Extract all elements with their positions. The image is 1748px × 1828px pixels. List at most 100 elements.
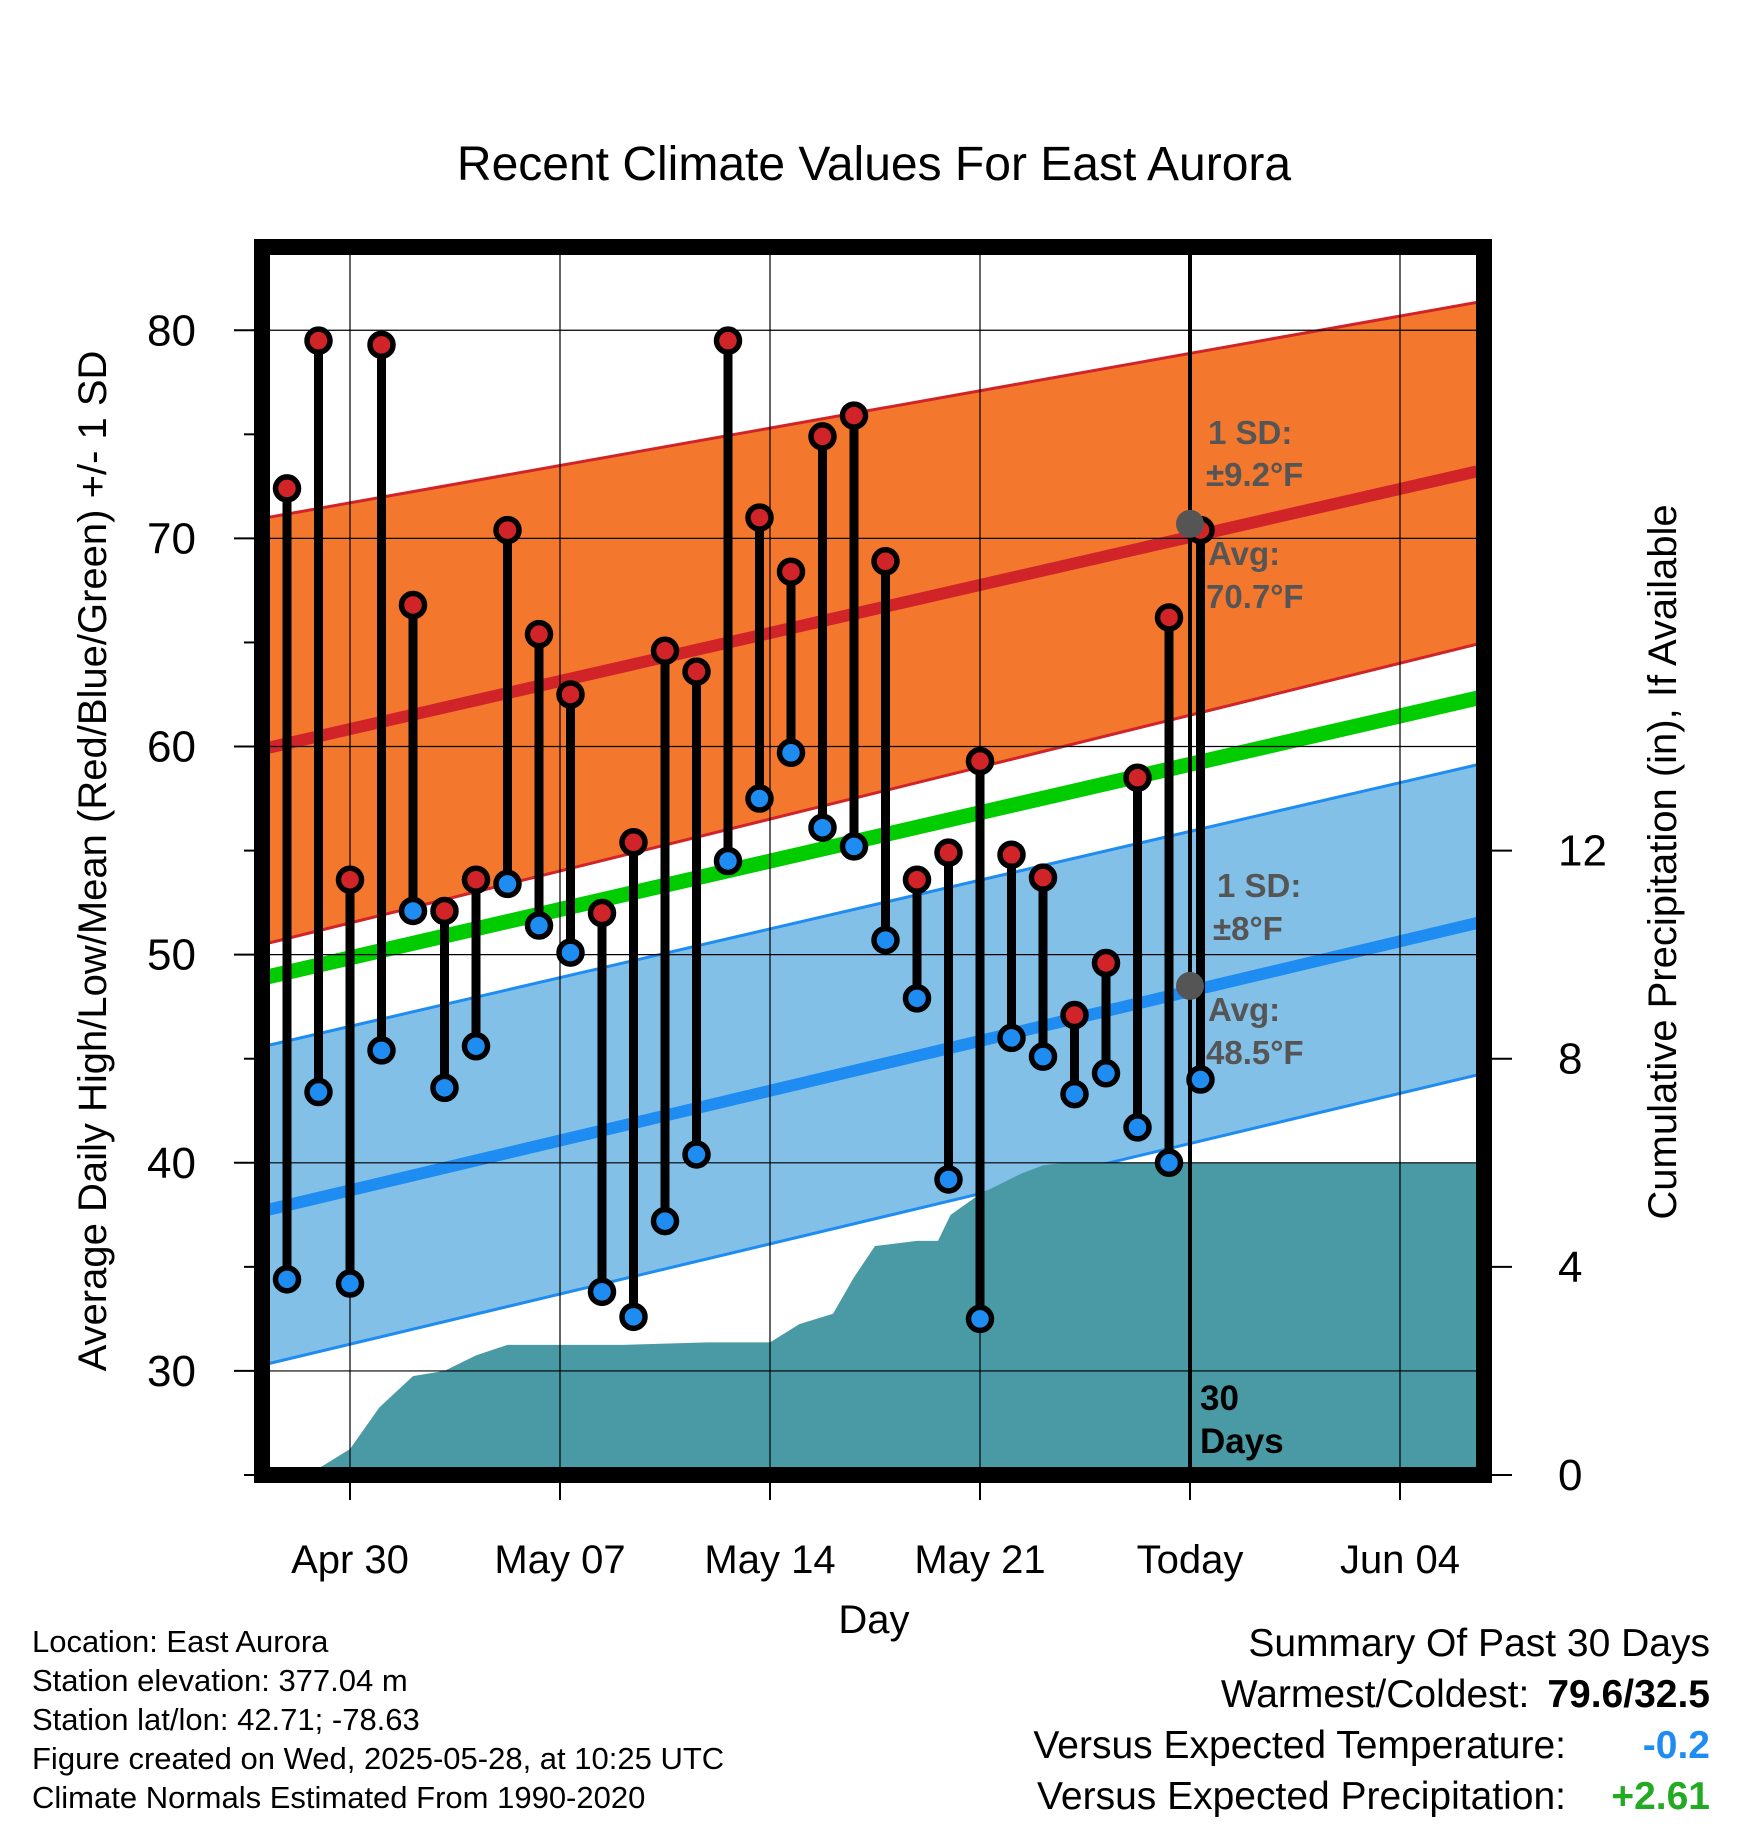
y-tick-label: 80 bbox=[147, 306, 196, 355]
summary-panel: Summary Of Past 30 Days Warmest/Coldest:… bbox=[1033, 1618, 1710, 1822]
high-avg-label: Avg: bbox=[1208, 535, 1280, 572]
summary-warmest-row: Warmest/Coldest: 79.6/32.5 bbox=[1033, 1669, 1710, 1720]
daily-low-marker bbox=[745, 784, 774, 813]
temp-value: -0.2 bbox=[1642, 1724, 1710, 1767]
mean-average-line bbox=[262, 689, 1484, 986]
daily-low-marker bbox=[871, 925, 900, 955]
chart-title: Recent Climate Values For East Aurora bbox=[457, 138, 1291, 191]
daily-low-marker bbox=[934, 1165, 963, 1194]
daily-low-marker bbox=[461, 1031, 491, 1061]
y-axis-title: Average Daily High/Low/Mean (Red/Blue/Gr… bbox=[71, 351, 115, 1372]
daily-low-marker bbox=[335, 1269, 365, 1298]
daily-low-marker bbox=[1154, 1148, 1184, 1178]
daily-low-marker bbox=[713, 846, 743, 876]
created-text: Figure created on Wed, 2025-05-28, at 10… bbox=[32, 1741, 725, 1776]
y-tick-label: 70 bbox=[147, 514, 196, 563]
daily-low-marker bbox=[776, 738, 806, 768]
high-sd-label: 1 SD: bbox=[1208, 414, 1292, 451]
today-low-normal-marker bbox=[1176, 971, 1204, 1000]
daily-high-marker bbox=[902, 865, 932, 894]
high-normal-upper-edge bbox=[262, 299, 1484, 521]
summary-title: Summary Of Past 30 Days bbox=[1248, 1622, 1710, 1665]
daily-high-marker bbox=[997, 840, 1026, 870]
daily-high-marker bbox=[272, 474, 302, 503]
low-avg-label: Avg: bbox=[1208, 991, 1280, 1028]
low-normal-upper-edge bbox=[262, 761, 1484, 1049]
location-text: Location: East Aurora bbox=[32, 1624, 329, 1659]
y2-tick-label: 4 bbox=[1558, 1243, 1582, 1292]
daily-low-marker bbox=[367, 1036, 396, 1065]
daily-high-marker bbox=[808, 422, 837, 451]
daily-high-marker bbox=[965, 746, 995, 776]
x-tick-label: Today bbox=[1137, 1538, 1244, 1582]
warmest-label: Warmest/Coldest: bbox=[1220, 1673, 1530, 1716]
daily-low-marker bbox=[839, 832, 869, 861]
daily-low-marker bbox=[556, 938, 585, 967]
low-normal-lower-edge bbox=[262, 1071, 1484, 1367]
x-tick-label: May 07 bbox=[494, 1538, 625, 1582]
temp-label: Versus Expected Temperature: bbox=[1033, 1724, 1566, 1767]
precip-value: +2.61 bbox=[1611, 1775, 1710, 1818]
daily-low-marker bbox=[524, 911, 554, 940]
high-normal-lower-edge bbox=[262, 641, 1484, 947]
high-average-line bbox=[262, 463, 1484, 756]
daily-low-marker bbox=[1060, 1079, 1089, 1109]
daily-low-marker bbox=[650, 1206, 680, 1236]
daily-high-marker bbox=[304, 326, 333, 355]
daily-high-marker bbox=[430, 896, 459, 926]
high-avg-value: 70.7°F bbox=[1206, 578, 1304, 615]
daily-high-marker bbox=[335, 865, 365, 894]
daily-high-marker bbox=[713, 326, 743, 355]
daily-high-marker bbox=[1091, 948, 1121, 978]
days-label: Days bbox=[1200, 1422, 1284, 1461]
daily-low-marker bbox=[398, 896, 428, 926]
daily-high-marker bbox=[493, 515, 522, 545]
daily-low-marker bbox=[1123, 1113, 1152, 1142]
daily-low-marker bbox=[1091, 1059, 1121, 1088]
days-count: 30 bbox=[1200, 1379, 1239, 1418]
y2-tick-label: 8 bbox=[1558, 1035, 1582, 1084]
daily-high-marker bbox=[461, 865, 491, 894]
daily-low-marker bbox=[808, 813, 837, 842]
daily-high-marker bbox=[1060, 1000, 1089, 1030]
x-tick-label: Jun 04 bbox=[1340, 1538, 1460, 1582]
daily-low-marker bbox=[902, 984, 932, 1013]
low-sd-label: 1 SD: bbox=[1217, 867, 1301, 904]
daily-high-marker bbox=[398, 590, 428, 620]
daily-low-marker bbox=[682, 1140, 711, 1169]
x-tick-label: Apr 30 bbox=[291, 1538, 409, 1582]
daily-high-marker bbox=[650, 636, 680, 666]
normals-text: Climate Normals Estimated From 1990-2020 bbox=[32, 1780, 646, 1815]
y-tick-label: 50 bbox=[147, 931, 196, 980]
daily-high-marker bbox=[745, 503, 774, 532]
x-axis-title: Day bbox=[838, 1598, 909, 1642]
y2-tick-label: 12 bbox=[1558, 827, 1607, 876]
station-metadata: Location: East Aurora Station elevation:… bbox=[32, 1622, 724, 1817]
summary-precip-row: Versus Expected Precipitation: +2.61 bbox=[1033, 1771, 1710, 1822]
y-tick-label: 30 bbox=[147, 1347, 196, 1396]
daily-high-marker bbox=[934, 838, 963, 867]
daily-high-marker bbox=[839, 401, 869, 430]
daily-high-marker bbox=[776, 557, 806, 586]
elevation-text: Station elevation: 377.04 m bbox=[32, 1663, 408, 1698]
daily-low-marker bbox=[272, 1265, 302, 1294]
daily-high-marker bbox=[682, 657, 711, 686]
daily-low-marker bbox=[430, 1073, 459, 1103]
daily-low-marker bbox=[619, 1302, 648, 1332]
daily-low-marker bbox=[587, 1277, 617, 1307]
plot-frame bbox=[254, 239, 1492, 1483]
today-high-normal-marker bbox=[1176, 509, 1204, 538]
y2-axis-title: Cumulative Precipitation (in), If Availa… bbox=[1641, 504, 1685, 1219]
daily-low-marker bbox=[997, 1023, 1026, 1053]
daily-high-marker bbox=[619, 828, 648, 857]
daily-high-marker bbox=[1028, 863, 1058, 892]
y-tick-label: 60 bbox=[147, 723, 196, 772]
low-sd-value: ±8°F bbox=[1213, 910, 1283, 947]
summary-temp-row: Versus Expected Temperature: -0.2 bbox=[1033, 1720, 1710, 1771]
daily-low-marker bbox=[304, 1077, 333, 1107]
daily-high-marker bbox=[367, 330, 396, 360]
x-tick-label: May 14 bbox=[704, 1538, 835, 1582]
daily-high-marker bbox=[587, 898, 617, 928]
y2-tick-label: 0 bbox=[1558, 1451, 1582, 1500]
